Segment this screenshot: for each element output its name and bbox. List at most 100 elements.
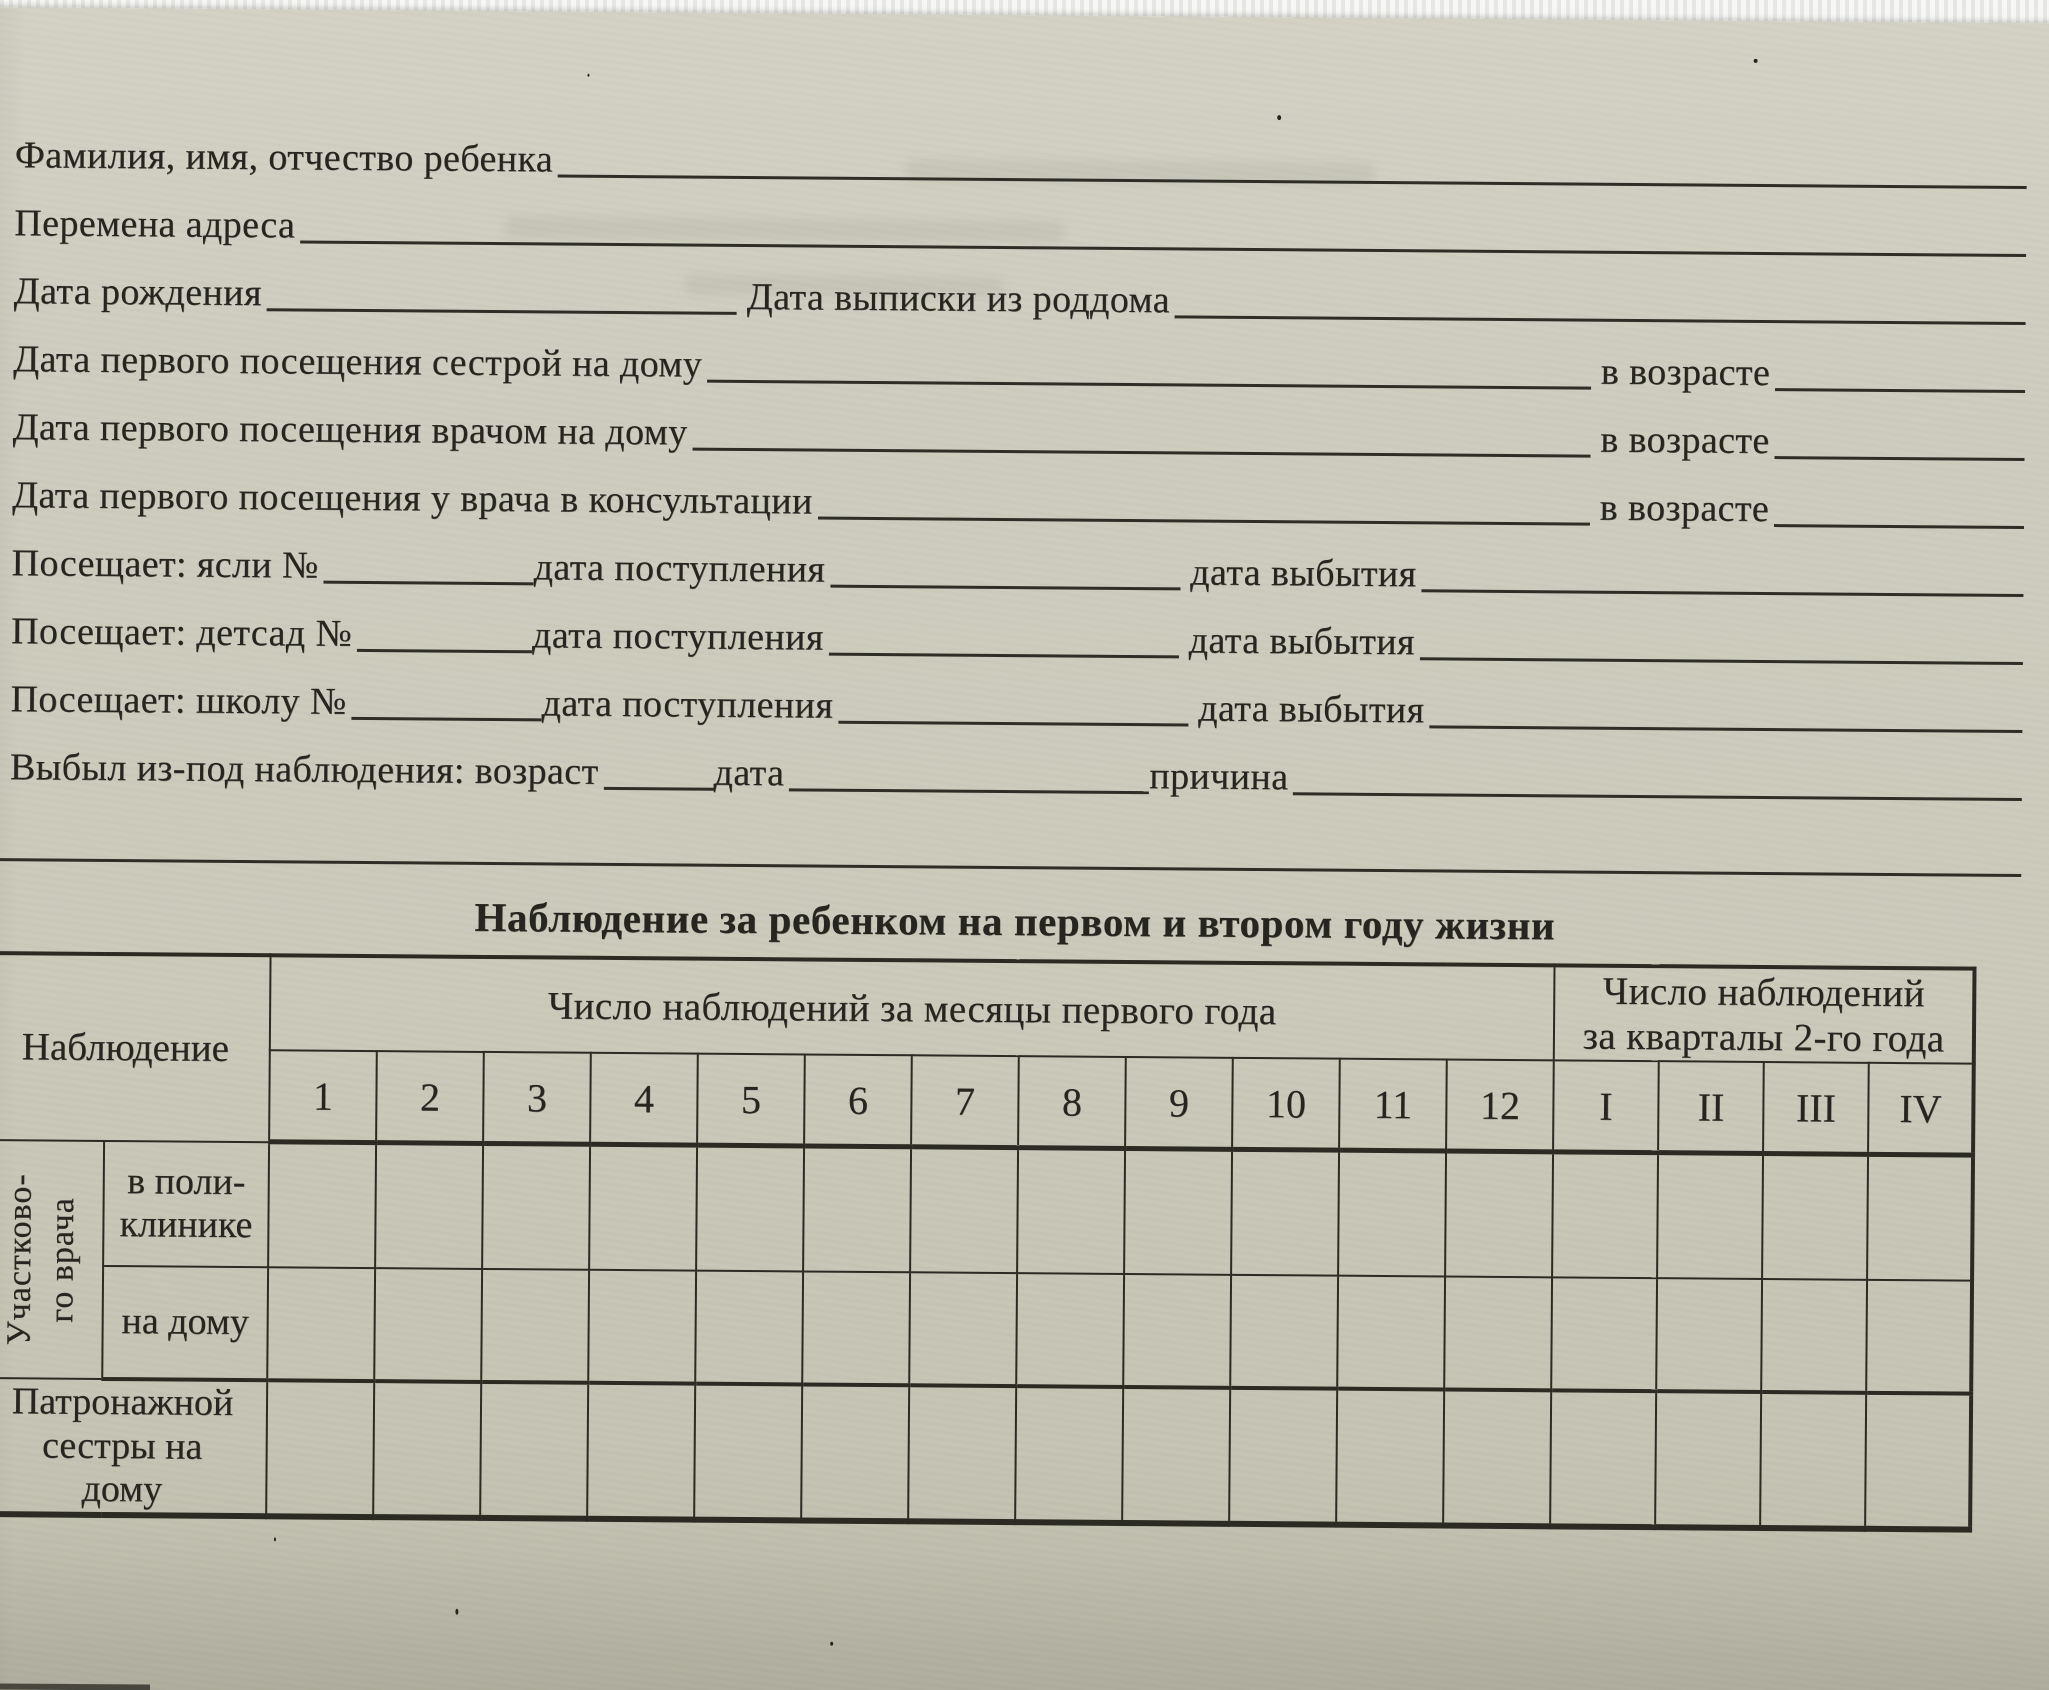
first-doctor-visit-label: Дата первого посещения врачом на дому <box>12 406 688 454</box>
blank-line <box>266 296 737 315</box>
month-col-header: 6 <box>804 1054 912 1147</box>
dust-speck <box>830 1641 834 1646</box>
observation-cell <box>803 1145 912 1273</box>
observation-cell <box>1123 1273 1232 1388</box>
observation-cell <box>373 1381 482 1518</box>
observation-cell <box>1657 1152 1764 1279</box>
observation-cell <box>1550 1390 1657 1528</box>
observation-cell <box>481 1268 590 1383</box>
observation-cell <box>1762 1153 1869 1280</box>
district-doctor-group-label: Участково- го врача <box>0 1139 105 1379</box>
blank-line <box>356 636 533 654</box>
month-col-header: 7 <box>911 1055 1019 1148</box>
month-col-header: 5 <box>697 1053 805 1146</box>
observation-cell <box>1231 1149 1340 1276</box>
blank-line <box>603 774 714 791</box>
observation-cell <box>1656 1278 1763 1392</box>
leaving-date-label: дата выбытия <box>1190 551 1417 596</box>
nurse-label-line3: дому <box>81 1468 163 1511</box>
dust-speck <box>1753 58 1758 63</box>
observation-cell <box>1338 1150 1447 1277</box>
months-section-header: Число наблюдений за месяцы первого года <box>269 955 1555 1061</box>
month-col-header: 8 <box>1018 1056 1126 1149</box>
observation-cell <box>374 1268 483 1382</box>
observation-cell <box>910 1146 1019 1274</box>
blank-line <box>1429 713 2023 734</box>
observation-cell <box>1865 1392 1972 1530</box>
reason-label: причина <box>1149 755 1289 799</box>
month-col-header: 4 <box>590 1052 698 1146</box>
clinic-label-line2: клинике <box>119 1203 253 1247</box>
attends-nursery-label: Посещает: ясли № <box>11 542 319 587</box>
quarter-col-header: II <box>1658 1061 1764 1154</box>
observation-cell <box>267 1267 376 1382</box>
month-col-header: 1 <box>269 1050 377 1143</box>
admission-date-label: дата поступления <box>533 546 826 591</box>
clinic-row-label: в поли- клинике <box>103 1140 270 1268</box>
paper: Фамилия, имя, отчество ребенка Перемена … <box>0 7 2049 1690</box>
observation-cell <box>909 1272 1018 1387</box>
blank-line <box>323 568 534 586</box>
blank-line <box>1775 376 2026 394</box>
observation-cell <box>1336 1388 1445 1526</box>
observation-cell <box>1866 1279 1973 1394</box>
observation-cell <box>587 1382 696 1520</box>
quarters-header-line1: Число наблюдений <box>1602 969 1926 1016</box>
address-change-label: Перемена адреса <box>14 202 296 247</box>
observation-cell <box>1445 1151 1554 1278</box>
observation-cell <box>1017 1147 1126 1274</box>
at-age-label: в возрасте <box>1600 418 1770 463</box>
observation-cell <box>1655 1391 1762 1529</box>
observation-cell <box>1230 1274 1339 1389</box>
observation-cell <box>589 1144 698 1271</box>
nurse-label-line2: сестры на <box>41 1424 203 1468</box>
bottom-edge-artifact <box>0 1683 151 1690</box>
observation-cell <box>802 1271 911 1386</box>
form-row-continuation <box>0 789 2022 881</box>
home-row-label: на дому <box>102 1265 269 1381</box>
table-title: Наблюдение за ребенком на первом и второ… <box>474 893 1556 949</box>
observation-cell <box>1016 1273 1125 1387</box>
observation-cell <box>1552 1151 1659 1279</box>
nurse-label-line1: Патронажной <box>11 1380 234 1424</box>
dust-speck <box>455 1608 459 1615</box>
attends-school-label: Посещает: школу № <box>10 678 347 723</box>
observation-cell <box>266 1380 375 1518</box>
blank-line <box>1773 512 2025 530</box>
blank-line <box>1174 303 2026 326</box>
blank-line <box>1293 780 2022 802</box>
blank-line <box>1774 444 2025 462</box>
dust-speck <box>1277 115 1282 121</box>
observation-cell <box>1229 1387 1338 1525</box>
at-age-label: в возрасте <box>1599 486 1770 531</box>
quarter-col-header: III <box>1763 1061 1869 1155</box>
form-content: Фамилия, имя, отчество ребенка Перемена … <box>0 7 2028 1533</box>
quarter-col-header: IV <box>1868 1062 1974 1156</box>
blank-line <box>830 572 1181 591</box>
observation-cell <box>1760 1391 1867 1529</box>
observation-cell <box>1551 1277 1658 1392</box>
leaving-date-label: дата выбытия <box>1198 687 1425 732</box>
left-observation-label: Выбыл из-под наблюдения: возраст <box>9 746 599 793</box>
observation-cell <box>268 1141 377 1269</box>
month-col-header: 12 <box>1446 1059 1554 1152</box>
dust-speck <box>273 1537 276 1542</box>
admission-date-label: дата поступления <box>541 682 834 727</box>
child-name-label: Фамилия, имя, отчество ребенка <box>14 134 554 181</box>
observation-cell <box>694 1383 803 1521</box>
observation-cell <box>1122 1386 1231 1524</box>
observation-cell <box>696 1145 805 1272</box>
observation-header: Наблюдение <box>0 952 271 1142</box>
birth-date-label: Дата рождения <box>13 270 263 315</box>
observation-cell <box>1015 1386 1124 1524</box>
observation-cell <box>1124 1148 1233 1275</box>
observation-cell <box>1761 1278 1868 1393</box>
month-col-header: 3 <box>483 1051 591 1145</box>
blank-line <box>828 640 1179 659</box>
district-doctor-line2: го врача <box>42 1196 81 1323</box>
blank-line <box>707 367 1591 390</box>
blank-line <box>1421 577 2024 598</box>
month-col-header: 2 <box>376 1051 484 1144</box>
observation-cell <box>480 1381 589 1519</box>
